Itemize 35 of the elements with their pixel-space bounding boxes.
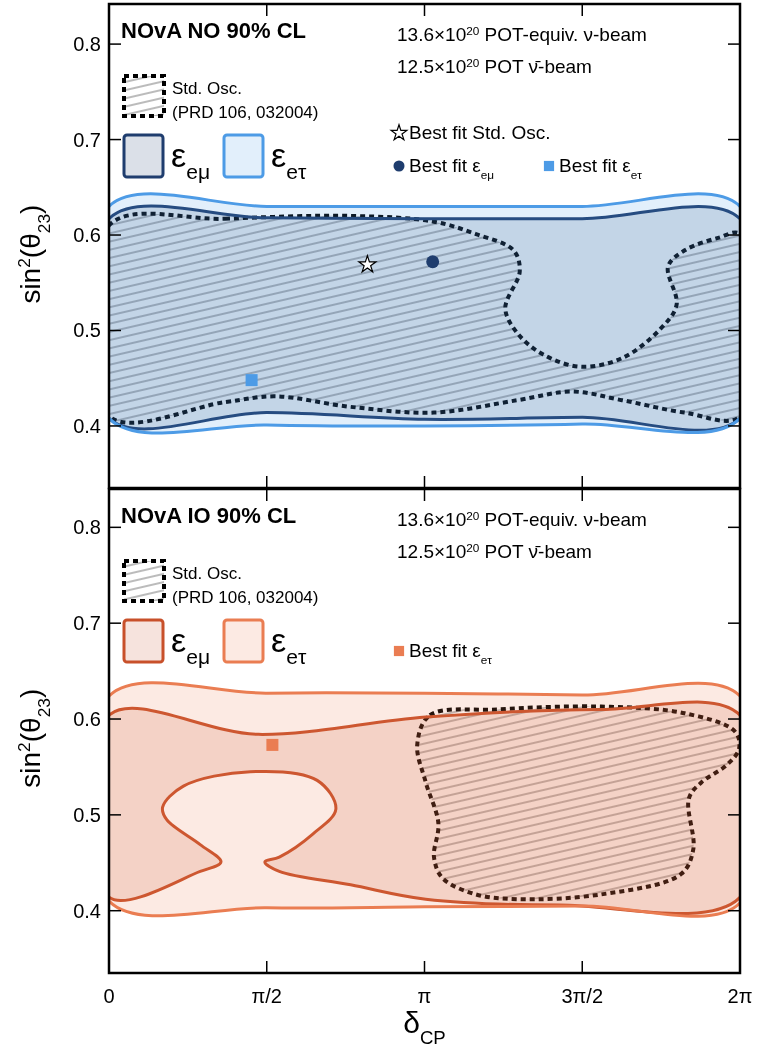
point xyxy=(426,255,440,269)
x-tick-label: π xyxy=(417,985,432,1007)
y-tick-label: 0.8 xyxy=(73,516,101,539)
y-tick-label: 0.4 xyxy=(73,414,101,437)
legend-label: ε$_{eτ}$ xyxy=(271,136,307,183)
legend-label: Best fit ε$_{eτ}$ xyxy=(559,155,643,181)
legend-label: ε$_{eμ}$ xyxy=(171,621,211,668)
annotation: 12.5×10$^{20}$ POT ν̄-beam xyxy=(397,55,592,77)
y-tick-label: 0.5 xyxy=(73,319,101,342)
x-tick-label: 0 xyxy=(103,985,115,1007)
x-tick-label: 2π xyxy=(727,985,753,1007)
x-tick-label: 3π/2 xyxy=(561,985,604,1007)
y-tick-label: 0.8 xyxy=(73,33,101,56)
legend-label: Best fit ε$_{eτ}$ xyxy=(409,640,493,666)
annotation: 12.5×10$^{20}$ POT ν̄-beam xyxy=(397,540,592,562)
text: NOvA NO 90% CL xyxy=(121,18,307,43)
annotation: 13.6×10$^{20}$ POT-equiv. ν-beam xyxy=(397,23,647,45)
y-tick-label: 0.6 xyxy=(73,224,101,247)
y-tick-label: 0.7 xyxy=(73,612,101,635)
text: NOvA IO 90% CL xyxy=(121,503,297,528)
annotation: 13.6×10$^{20}$ POT-equiv. ν-beam xyxy=(397,508,647,530)
y-tick-label: 0.4 xyxy=(73,899,101,922)
y-tick-label: 0.7 xyxy=(73,128,101,151)
y-tick-label: 0.5 xyxy=(73,803,101,826)
legend-label: Std. Osc. (PRD 106, 032004) xyxy=(172,79,319,122)
legend-label: Std. Osc. (PRD 106, 032004) xyxy=(172,564,319,607)
legend-label: ε$_{eτ}$ xyxy=(271,621,307,668)
x-tick-label: π/2 xyxy=(251,985,282,1007)
x-axis-title: δ$_{CP}$ xyxy=(403,1006,446,1045)
legend-label: ε$_{eμ}$ xyxy=(171,136,211,183)
legend-label: Best fit Std. Osc. xyxy=(409,122,551,143)
point xyxy=(245,374,258,387)
point xyxy=(358,255,377,273)
y-tick-label: 0.6 xyxy=(73,708,101,731)
legend-label: Best fit ε$_{eμ}$ xyxy=(409,155,495,181)
